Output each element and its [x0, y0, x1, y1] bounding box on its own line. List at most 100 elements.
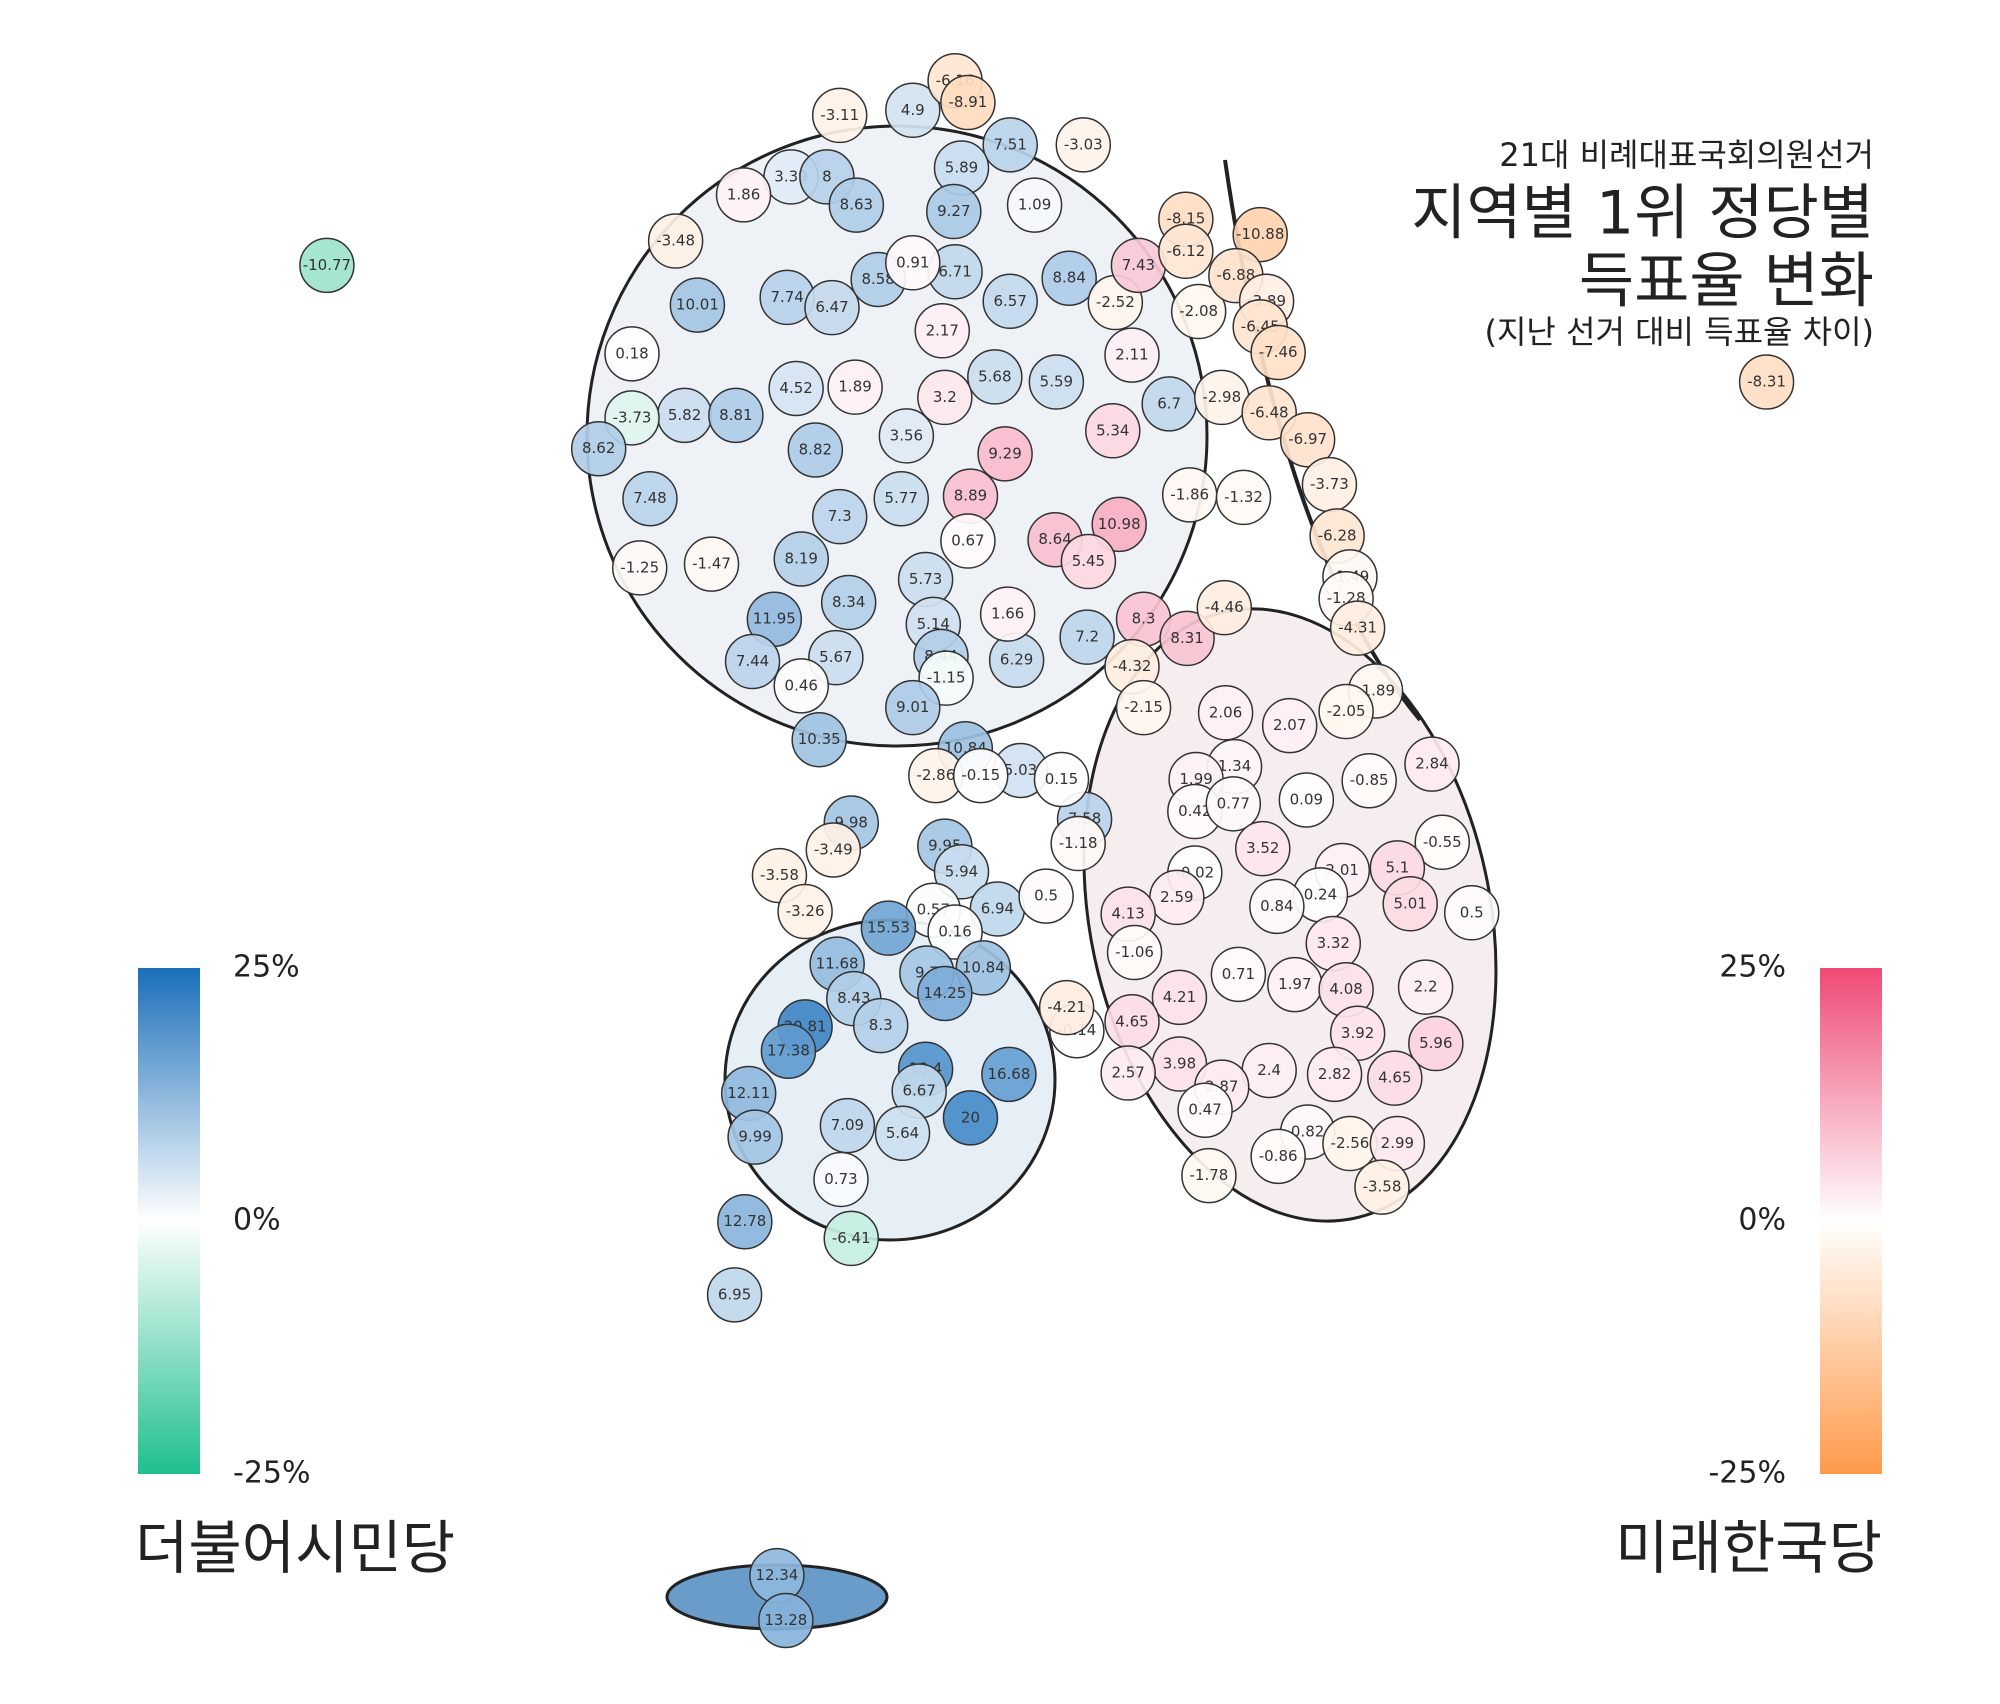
region-label: 2.84 [1415, 755, 1448, 773]
region [1397, 959, 1454, 1015]
region-label: 0.77 [1217, 794, 1250, 812]
region [933, 844, 990, 900]
region-label: -1.78 [1190, 1166, 1229, 1184]
region-label: -10.88 [1236, 225, 1284, 243]
region-label: 8.64 [1038, 530, 1071, 548]
region-label: 3.2 [933, 388, 957, 406]
region-label: -2.52 [1096, 293, 1135, 311]
region [955, 940, 1012, 996]
region-label: 14.25 [923, 984, 966, 1002]
region-label: 6.7 [1157, 394, 1181, 412]
region [940, 74, 996, 131]
region [570, 420, 627, 477]
region [1235, 820, 1291, 877]
region-label: 5.03 [1004, 761, 1037, 779]
region [1170, 283, 1227, 340]
region [1060, 533, 1117, 590]
region-label: 2.07 [1273, 716, 1306, 734]
region [760, 1023, 817, 1079]
region [982, 273, 1038, 330]
region [1197, 685, 1254, 741]
region-label: -1.32 [1224, 488, 1263, 506]
region [773, 658, 829, 714]
region-label: 2.59 [1160, 888, 1193, 906]
region-label: 0.15 [1045, 770, 1078, 788]
region-label: -6.41 [832, 1229, 871, 1247]
region-label: 0.24 [1304, 885, 1337, 903]
region-label: -6.28 [1318, 526, 1357, 544]
region [1414, 814, 1470, 871]
legend-colorbar [1820, 968, 1882, 1474]
region-label: 20 [961, 1108, 980, 1126]
region [1329, 600, 1386, 656]
region [917, 965, 973, 1022]
region [1181, 1147, 1237, 1204]
region-label: 9.01 [896, 698, 929, 716]
region-label: -3.58 [1363, 1178, 1402, 1196]
region [1177, 1082, 1233, 1138]
region-label: -8.91 [949, 93, 988, 111]
region [874, 1105, 931, 1162]
region-label: 8.19 [785, 549, 818, 567]
region-label: 15.53 [867, 919, 910, 937]
region-label: 5.96 [1419, 1034, 1452, 1052]
region [811, 87, 868, 144]
region-label: 12.78 [723, 1212, 766, 1230]
region-label: -6.88 [1216, 266, 1255, 284]
region-label: 6.95 [718, 1285, 751, 1303]
region [1318, 683, 1374, 740]
region [768, 360, 824, 417]
region-label: 2.57 [1111, 1064, 1144, 1082]
region [717, 1193, 773, 1250]
region-label: 3.52 [1246, 839, 1279, 857]
region [1158, 223, 1214, 280]
region-label: -4.32 [1113, 657, 1152, 675]
region-label: 0.5 [1460, 903, 1484, 921]
region-label: 12.11 [727, 1084, 770, 1102]
region-label: 1.99 [1179, 770, 1212, 788]
region-label: -4.21 [1047, 998, 1086, 1016]
region-label: 0.84 [1260, 897, 1293, 915]
region [827, 359, 883, 415]
region-label: -8.15 [1166, 210, 1205, 228]
region-label: 7.43 [1122, 256, 1155, 274]
region-label: 7.48 [633, 489, 666, 507]
region [1151, 969, 1208, 1026]
region-label: -2.98 [1202, 388, 1241, 406]
legend-name: 더불어시민당 [135, 1514, 455, 1582]
region [683, 536, 740, 592]
region-label: 16.68 [987, 1065, 1030, 1083]
region-label: 3.56 [890, 426, 923, 444]
legend-tick-label: 0% [1738, 1203, 1786, 1238]
region-label: 2.99 [1381, 1134, 1414, 1152]
region-label: 8.34 [832, 593, 865, 611]
region [1215, 469, 1272, 526]
region-label: 1.09 [1018, 196, 1051, 214]
region-label: 7.09 [831, 1116, 864, 1134]
region-label: 0.73 [824, 1170, 857, 1188]
region-label: 6.29 [1000, 651, 1033, 669]
region [647, 213, 704, 269]
region-label: 9.29 [988, 444, 1021, 462]
region [873, 470, 929, 527]
legend-tick-label: 0% [233, 1203, 281, 1238]
region [1250, 324, 1306, 381]
region [715, 167, 772, 223]
region-label: 8.89 [954, 487, 987, 505]
region-label: 5.67 [819, 648, 852, 666]
region-label: 6.71 [938, 262, 971, 280]
region-label: -6.97 [1288, 430, 1327, 448]
region-label: 6.57 [994, 292, 1027, 310]
region [708, 387, 764, 444]
region-label: -0.86 [1259, 1147, 1298, 1165]
region-label: 12.34 [755, 1566, 798, 1584]
region-label: 2.2 [1414, 978, 1438, 996]
region-label: 3.98 [1163, 1055, 1196, 1073]
region-label: 5.64 [886, 1124, 919, 1142]
region [1367, 1050, 1423, 1106]
region-label: 2.82 [1318, 1065, 1351, 1083]
region-label: 1.97 [1278, 975, 1311, 993]
region [1196, 579, 1253, 636]
subtitle: (지난 선거 대비 득표율 차이) [1485, 313, 1875, 351]
region [828, 177, 885, 233]
